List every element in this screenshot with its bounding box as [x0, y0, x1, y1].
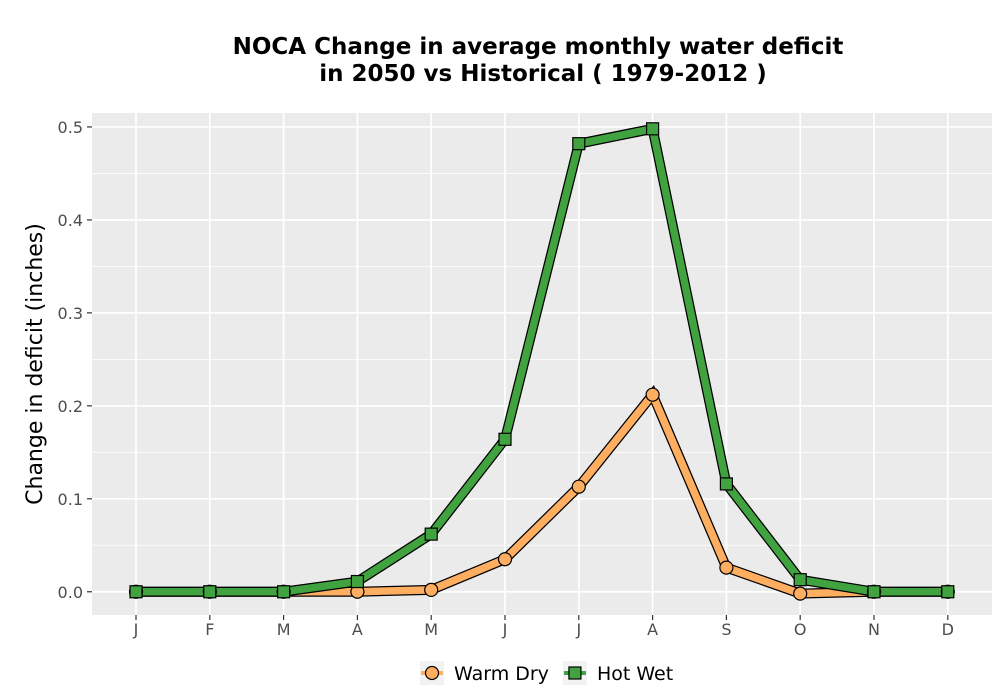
legend-key-marker: [568, 666, 582, 680]
data-point: [498, 432, 512, 446]
data-point: [941, 585, 955, 599]
x-tick-label: F: [205, 620, 214, 639]
data-point: [424, 527, 438, 541]
data-point: [277, 585, 291, 599]
y-tick-label: 0.4: [58, 211, 83, 230]
chart-subtitle: in 2050 vs Historical ( 1979-2012 ): [319, 61, 766, 87]
data-point: [572, 137, 586, 151]
y-tick-label: 0.3: [58, 304, 83, 323]
series-line-group: [136, 122, 948, 597]
data-point: [645, 122, 660, 136]
y-axis: 0.0 0.1 0.2 0.3 0.4 0.5: [58, 118, 92, 602]
data-point: [571, 479, 586, 494]
legend: Warm Dry Hot Wet: [420, 661, 673, 685]
legend-key-marker: [424, 665, 440, 681]
legend-item: Warm Dry: [420, 661, 549, 685]
data-point: [203, 585, 217, 599]
data-point: [129, 585, 143, 599]
x-tick-label: N: [868, 620, 880, 639]
y-tick-label: 0.0: [58, 583, 83, 602]
chart-title: NOCA Change in average monthly water def…: [233, 34, 844, 60]
data-point: [793, 573, 807, 587]
y-tick-label: 0.2: [58, 397, 83, 416]
x-tick-label: A: [352, 620, 363, 639]
series-lines: [136, 122, 948, 599]
x-tick-label: J: [133, 620, 139, 639]
data-point: [424, 582, 439, 598]
x-tick-label: O: [794, 620, 807, 639]
x-tick-label: S: [721, 620, 731, 639]
x-tick-label: J: [575, 620, 581, 639]
series-markers: [128, 122, 955, 601]
data-point: [793, 586, 808, 601]
data-point: [719, 477, 734, 491]
data-point: [350, 574, 364, 589]
data-point: [497, 552, 513, 567]
y-axis-title: Change in deficit (inches): [23, 223, 48, 505]
legend-item: Hot Wet: [562, 661, 673, 685]
plot-panel: [92, 113, 992, 615]
series-line: [136, 124, 948, 596]
x-tick-label: M: [424, 620, 438, 639]
data-point: [719, 560, 734, 575]
legend-label: Hot Wet: [597, 663, 673, 685]
x-tick-label: D: [942, 620, 954, 639]
y-tick-label: 0.5: [58, 118, 83, 137]
x-tick-label: J: [502, 620, 508, 639]
data-point: [645, 387, 660, 402]
legend-label: Warm Dry: [454, 663, 549, 685]
y-tick-label: 0.1: [58, 490, 83, 509]
x-tick-label: M: [277, 620, 291, 639]
data-point: [867, 585, 881, 599]
x-tick-label: A: [647, 620, 658, 639]
